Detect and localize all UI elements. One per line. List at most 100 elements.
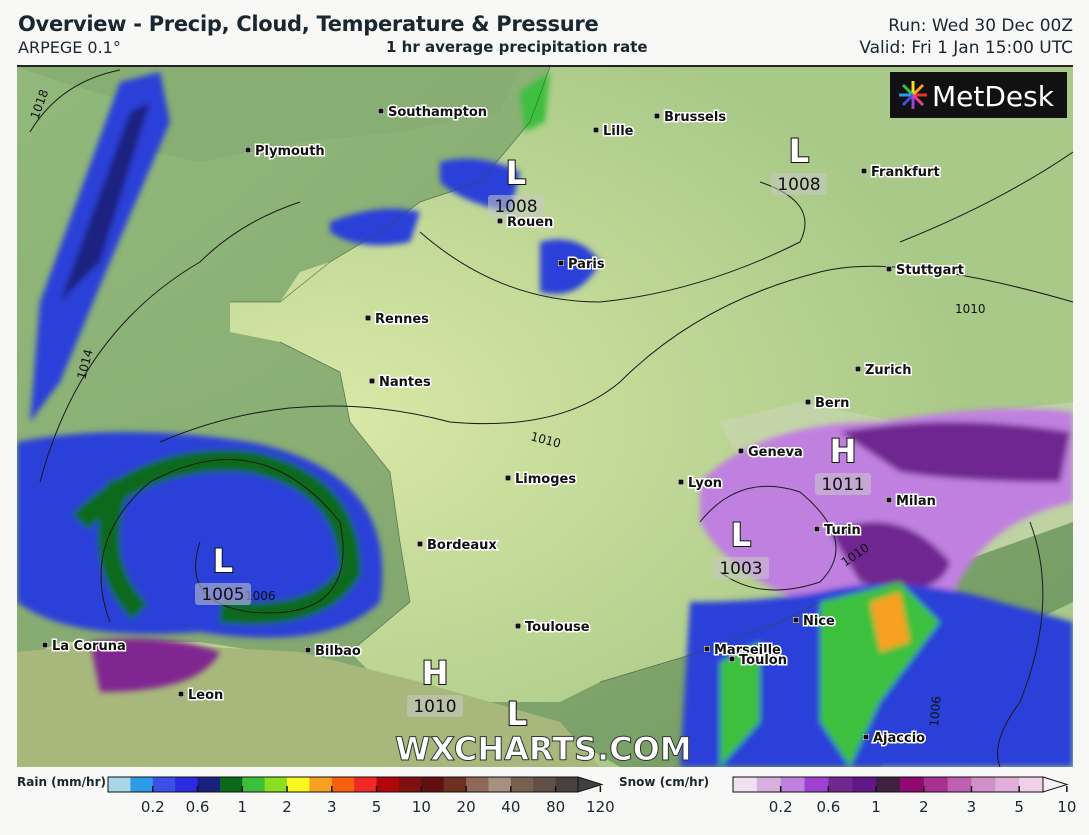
city-marker — [497, 218, 503, 224]
snow-legend-label: Snow (cm/hr) — [619, 775, 710, 789]
tick-label: 0.2 — [140, 798, 165, 816]
colorbar-swatch — [376, 777, 400, 792]
tick-label: 10 — [1057, 798, 1077, 816]
colorbar-swatch — [264, 777, 288, 792]
city-label: Bern — [815, 396, 849, 411]
city-marker — [178, 691, 184, 697]
city-label: Limoges — [515, 472, 576, 487]
colorbar-swatch — [510, 777, 534, 792]
colorbar-swatch — [852, 777, 877, 792]
colorbar-swatch — [995, 777, 1020, 792]
rain-colorbar — [107, 776, 604, 793]
city-marker — [505, 475, 511, 481]
rain-legend-label: Rain (mm/hr) — [17, 775, 106, 789]
tick-label: 120 — [586, 798, 615, 816]
colorbar-swatch — [219, 777, 243, 792]
pressure-center-value: 1008 — [494, 197, 537, 217]
isobar-label: 1006 — [245, 589, 276, 603]
model-label: ARPEGE 0.1° — [18, 38, 121, 57]
colorbar-swatch — [242, 777, 266, 792]
colorbar-swatch — [175, 777, 199, 792]
colorbar-swatch — [1019, 777, 1044, 792]
city-label: La Coruna — [52, 639, 126, 654]
pressure-value-box — [815, 473, 871, 495]
city-label: Nantes — [379, 375, 431, 390]
city-label: Stuttgart — [896, 263, 964, 278]
colorbar-arrow — [1042, 776, 1069, 793]
city-marker — [886, 497, 892, 503]
colorbar-swatch — [130, 777, 154, 792]
colorbar-swatch — [331, 777, 355, 792]
pressure-center-value: 1003 — [719, 559, 762, 579]
snow-colorbar — [732, 776, 1069, 793]
city-marker — [861, 168, 867, 174]
pressure-center-type: H — [422, 654, 449, 692]
city-label: Rennes — [375, 312, 429, 327]
city-marker — [515, 623, 521, 629]
city-marker — [365, 315, 371, 321]
colorbar-swatch — [923, 777, 949, 792]
city-label: Southampton — [388, 105, 487, 120]
colorbar-swatch — [287, 777, 310, 792]
city-marker — [417, 541, 423, 547]
city-marker — [805, 399, 811, 405]
colorbar-swatch — [197, 777, 221, 792]
watermark: WXCHARTS.COM — [395, 730, 692, 767]
colorbar-swatch — [804, 777, 829, 792]
city-marker — [245, 147, 251, 153]
colorbar-swatch — [108, 777, 131, 792]
city-label: Toulouse — [525, 620, 590, 635]
city-marker — [863, 734, 869, 740]
city-marker — [654, 113, 660, 119]
city-marker — [369, 378, 375, 384]
city-label: Brussels — [664, 110, 726, 125]
colorbar-swatch — [309, 777, 333, 792]
pressure-center-type: H — [830, 432, 857, 470]
pressure-center-type: L — [507, 695, 527, 733]
colorbar-swatch — [733, 777, 758, 792]
city-label: Bilbao — [315, 644, 361, 659]
colorbar-swatch — [876, 777, 901, 792]
colorbar-swatch — [443, 777, 467, 792]
tick-label: 5 — [1014, 798, 1024, 816]
tick-label: 0.6 — [816, 798, 841, 816]
colorbar-swatch — [354, 777, 378, 792]
pressure-center-value: 1011 — [821, 475, 864, 495]
city-marker — [855, 366, 861, 372]
colorbar-swatch — [828, 777, 853, 792]
city-label: Marseille — [714, 643, 781, 658]
isobar-label: 1010 — [955, 302, 986, 316]
city-label: Toulon — [739, 653, 787, 668]
tick-label: 0.2 — [768, 798, 793, 816]
city-label: Turin — [824, 523, 861, 538]
city-label: Paris — [568, 257, 605, 272]
colorbar-swatch — [947, 777, 972, 792]
pressure-centers: L 1008 L 1008 H 1011 L 1003 L 1005 H 1010 L — [195, 131, 871, 734]
colorbar-swatch — [555, 777, 579, 792]
city-marker — [678, 479, 684, 485]
city-marker — [42, 642, 48, 648]
colorbar-swatch — [971, 777, 996, 792]
city-label: Plymouth — [255, 144, 325, 159]
city-label: Lille — [603, 124, 634, 139]
tick-label: 1 — [237, 798, 248, 816]
chart-title: Overview - Precip, Cloud, Temperature & … — [18, 12, 599, 36]
colorbar-swatch — [756, 777, 782, 792]
pressure-center-type: L — [506, 154, 526, 192]
city-marker — [793, 617, 799, 623]
pressure-center-type: L — [213, 542, 233, 580]
tick-label: 20 — [456, 798, 476, 816]
logo-text: MetDesk — [932, 80, 1055, 113]
precipitation-layer — [17, 72, 1073, 767]
city-label: Zurich — [865, 363, 912, 378]
city-label: Leon — [188, 688, 223, 703]
tick-label: 40 — [501, 798, 521, 816]
city-label: Bordeaux — [427, 538, 497, 553]
colorbar-swatch — [152, 777, 176, 792]
tick-label: 3 — [966, 798, 977, 816]
colorbar-arrow — [577, 776, 604, 793]
metdesk-logo: MetDesk — [890, 72, 1067, 118]
tick-label: 2 — [282, 798, 292, 816]
isobar-label: 1006 — [927, 696, 944, 728]
tick-label: 1 — [871, 798, 881, 816]
